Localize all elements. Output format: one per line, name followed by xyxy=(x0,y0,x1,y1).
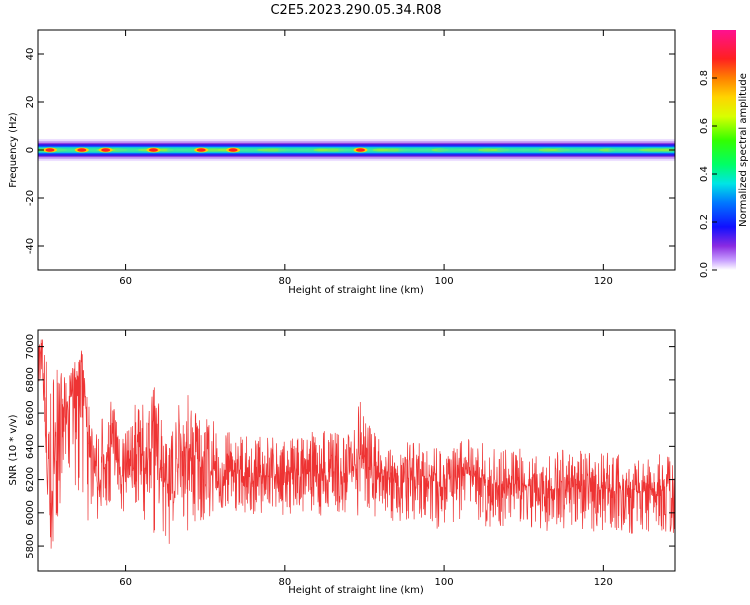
y-tick-label: 5800 xyxy=(25,533,36,558)
x-tick-label: 60 xyxy=(119,276,132,287)
y-tick-label: -40 xyxy=(25,238,36,254)
x-tick-label: 120 xyxy=(594,577,613,588)
snr-frame xyxy=(37,329,676,572)
snr-x-label: Height of straight line (km) xyxy=(288,585,424,596)
spectral-texture xyxy=(659,148,675,152)
colorbar: 0.0 0.2 0.4 0.6 0.8 Normalized spectral ampl… xyxy=(699,30,749,278)
spectrogram-panel: 60 80 100 120 40 20 0 -20 -40 Height of straigh… xyxy=(8,29,676,296)
x-tick-label: 80 xyxy=(278,276,291,287)
colorbar-tick-label: 0.4 xyxy=(699,166,710,182)
colorbar-tick-label: 0.8 xyxy=(699,70,710,86)
snr-y-label: SNR (10 * v/v) xyxy=(8,414,19,485)
spectrogram-x-ticks: 60 80 100 120 xyxy=(119,30,613,287)
spectrogram-y-label: Frequency (Hz) xyxy=(8,112,19,188)
hotspot-core xyxy=(101,148,111,152)
snr-series-group xyxy=(38,339,675,549)
hotspot-core xyxy=(45,148,55,152)
colorbar-tick-label: 0.2 xyxy=(699,214,710,230)
x-tick-label: 60 xyxy=(119,577,132,588)
hotspot-core xyxy=(148,148,158,152)
hotspot-core xyxy=(77,148,87,152)
y-tick-label: 6400 xyxy=(25,434,36,459)
spectral-hotspots xyxy=(42,147,368,153)
snr-series-line xyxy=(38,339,675,549)
x-tick-label: 100 xyxy=(435,276,454,287)
y-tick-label: 6200 xyxy=(25,467,36,492)
figure-title: C2E5.2023.290.05.34.R08 xyxy=(270,3,441,18)
x-tick-label: 80 xyxy=(278,577,291,588)
hotspot-core xyxy=(228,148,238,152)
y-tick-label: 40 xyxy=(25,48,36,61)
spectrogram-x-label: Height of straight line (km) xyxy=(288,285,424,296)
y-tick-label: 6000 xyxy=(25,500,36,525)
y-tick-label: 6800 xyxy=(25,367,36,392)
hotspot-core xyxy=(355,148,365,152)
y-tick-label: 7000 xyxy=(25,334,36,359)
colorbar-tick-label: 0.6 xyxy=(699,118,710,134)
colorbar-ticks: 0.0 0.2 0.4 0.6 0.8 xyxy=(699,70,717,278)
colorbar-label: Normalized spectral amplitude xyxy=(738,73,749,227)
y-tick-label: 0 xyxy=(25,147,36,153)
snr-x-ticks: 60 80 100 120 xyxy=(119,330,613,588)
snr-y-ticks: 7000 6800 6600 6400 6200 6000 5800 xyxy=(25,334,675,559)
hotspot-core xyxy=(196,148,206,152)
snr-panel: 60 80 100 120 7000680066006400620060005800 … xyxy=(8,329,676,596)
spectrogram-y-ticks: 40 20 0 -20 -40 xyxy=(25,48,675,254)
y-tick-label: -20 xyxy=(25,190,36,206)
colorbar-tick-label: 0.0 xyxy=(699,262,710,278)
y-tick-label: 20 xyxy=(25,96,36,109)
colorbar-gradient xyxy=(712,30,736,270)
x-tick-label: 100 xyxy=(435,577,454,588)
y-tick-label: 6600 xyxy=(25,400,36,425)
x-tick-label: 120 xyxy=(594,276,613,287)
